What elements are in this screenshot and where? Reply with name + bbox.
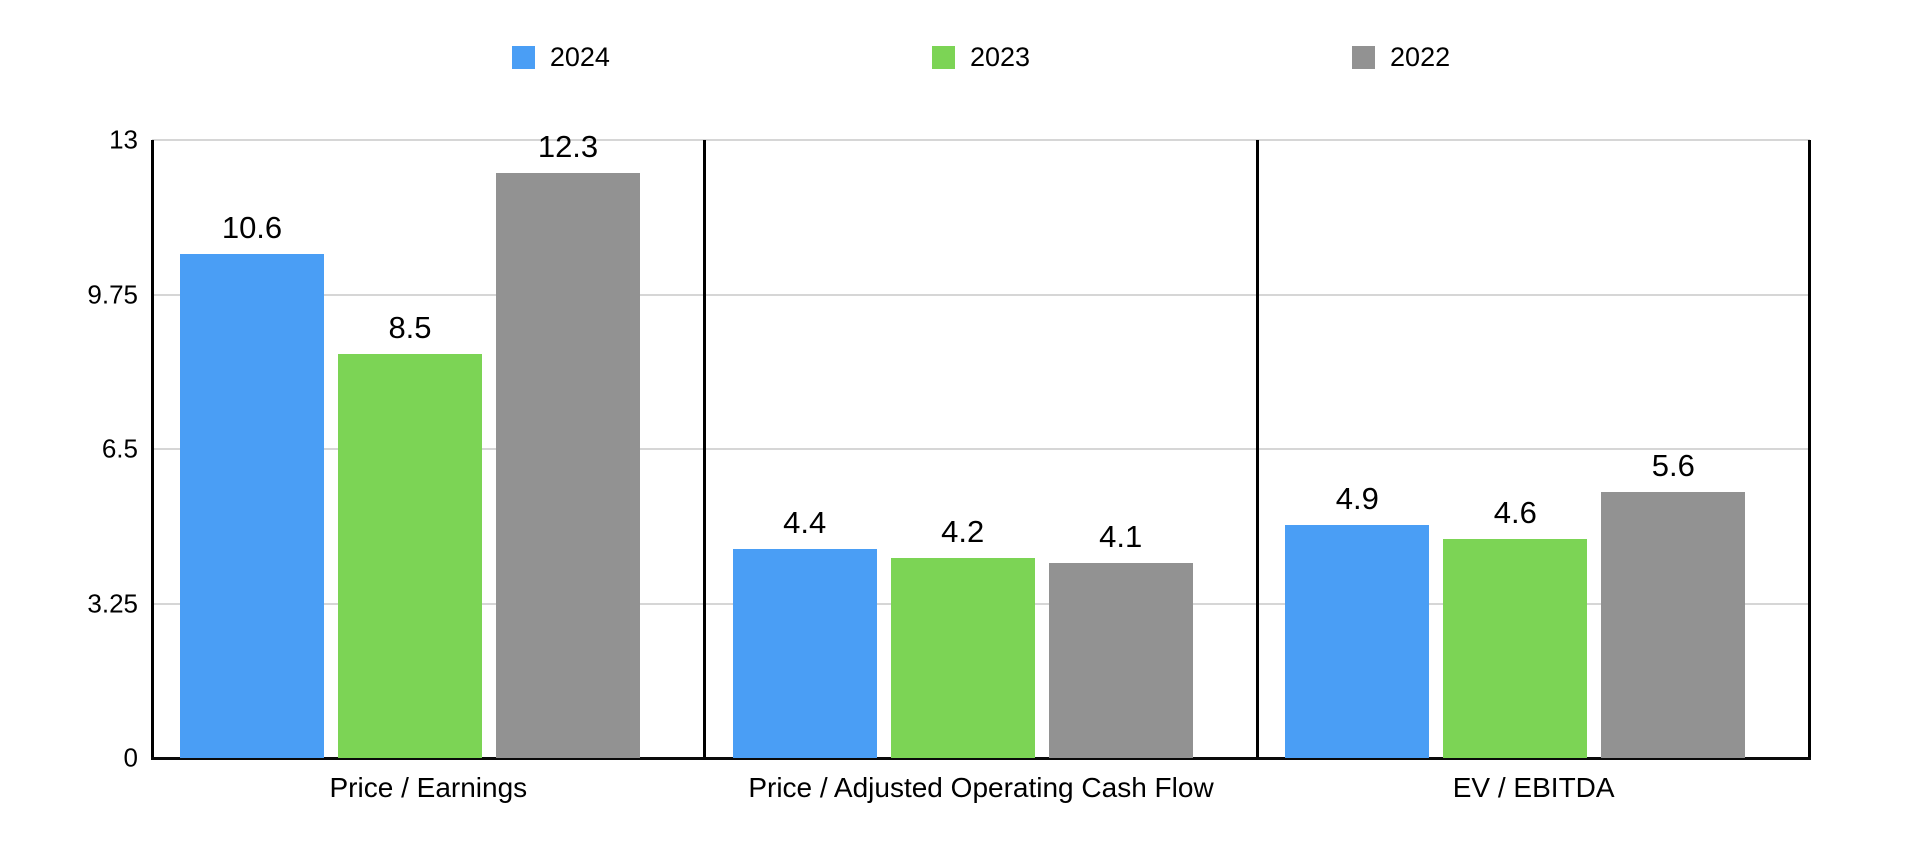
y-tick-label: 6.5	[101, 433, 138, 464]
y-tick-label: 0	[123, 742, 138, 773]
legend-label: 2022	[1390, 42, 1451, 72]
y-tick-label: 13	[109, 124, 138, 155]
legend-item-2022: 2022	[1352, 42, 1450, 73]
gridline	[152, 293, 1810, 296]
bar-value-label: 4.2	[941, 514, 985, 550]
legend-label: 2024	[549, 42, 610, 72]
bar-value-label: 4.9	[1335, 481, 1379, 517]
bar-value-label: 5.6	[1651, 447, 1695, 483]
bar-2023	[1443, 539, 1588, 758]
legend-item-2024: 2024	[511, 42, 610, 73]
y-tick-label: 9.75	[87, 279, 138, 309]
legend-item-2023: 2023	[931, 42, 1031, 73]
bar-value-label: 4.6	[1493, 495, 1537, 531]
panel-separator	[1255, 140, 1259, 760]
legend-swatch-2023	[931, 46, 955, 69]
category-label: EV / EBITDA	[1452, 772, 1615, 803]
gridline	[152, 139, 1810, 141]
bar-value-label: 4.1	[1099, 519, 1143, 555]
legend-swatch-2022	[1352, 46, 1376, 69]
chart-legend: 2024 2023 2022	[152, 42, 1810, 73]
bar-value-label: 8.5	[388, 309, 432, 345]
y-axis-line	[151, 140, 154, 760]
bar-2023	[890, 558, 1035, 758]
bar-2022	[496, 173, 640, 758]
bar-2024	[1285, 525, 1430, 758]
legend-label: 2023	[969, 42, 1031, 72]
chart-right-border	[1808, 140, 1811, 760]
bar-2023	[338, 353, 482, 758]
bar-value-label: 12.3	[537, 129, 599, 165]
bar-value-label: 10.6	[221, 210, 283, 246]
legend-swatch-2024	[511, 46, 535, 69]
bar-2024	[732, 548, 877, 758]
bar-2022	[1601, 491, 1746, 758]
panel-separator	[703, 140, 707, 760]
category-label: Price / Earnings	[329, 772, 528, 803]
x-axis-line	[151, 757, 1811, 760]
bar-2024	[180, 254, 324, 758]
category-label: Price / Adjusted Operating Cash Flow	[748, 772, 1214, 803]
bar-value-label: 4.4	[783, 504, 827, 540]
bar-2022	[1048, 563, 1193, 758]
y-tick-label: 3.25	[87, 588, 138, 618]
gridline	[152, 448, 1810, 450]
